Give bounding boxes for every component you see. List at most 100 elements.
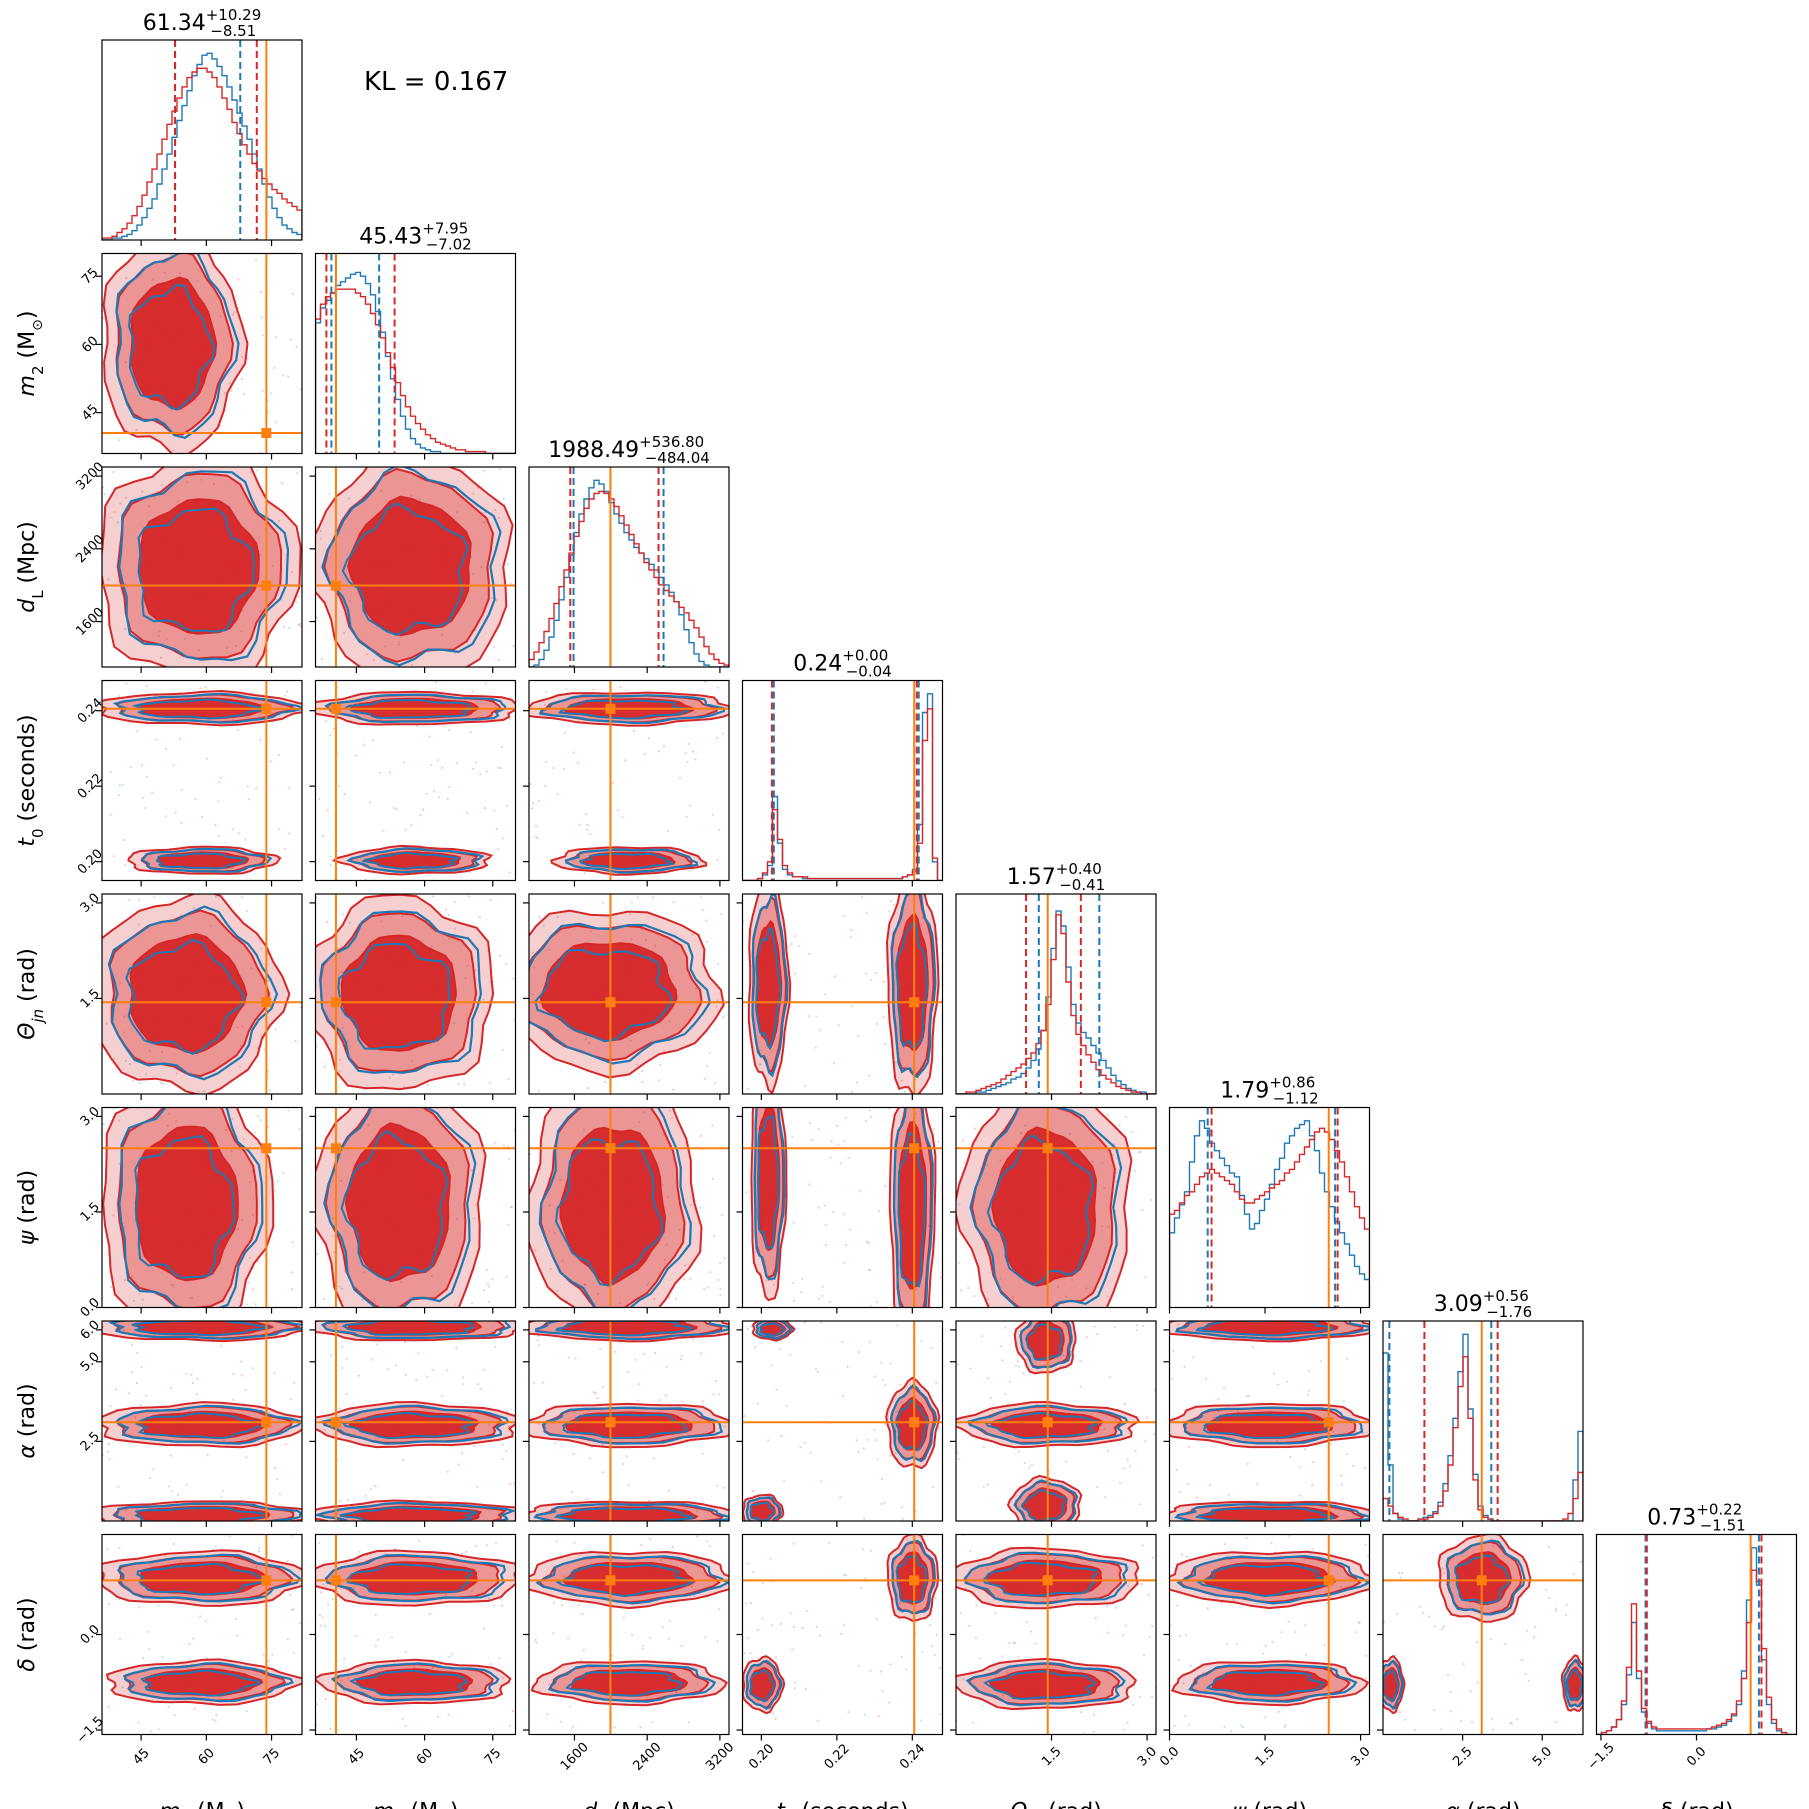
sample-point xyxy=(613,1726,616,1729)
sample-point xyxy=(1492,1544,1495,1547)
sample-point xyxy=(251,1213,254,1216)
sample-point xyxy=(792,1281,795,1284)
sample-point xyxy=(215,1713,218,1716)
sample-point xyxy=(589,1457,592,1460)
sample-point xyxy=(1006,1671,1009,1674)
sample-point xyxy=(123,839,126,842)
sample-point xyxy=(106,1548,109,1551)
y-tick-label: 0.0 xyxy=(78,1295,103,1320)
sample-point xyxy=(492,1604,495,1607)
contour-blue-inner xyxy=(1565,1668,1583,1701)
sample-point xyxy=(1491,1718,1494,1721)
sample-point xyxy=(140,1366,143,1369)
sample-point xyxy=(343,792,346,796)
sample-point xyxy=(349,1045,352,1048)
sample-point xyxy=(501,1443,504,1446)
sample-point xyxy=(1475,1641,1479,1644)
sample-point xyxy=(124,496,127,499)
sample-point xyxy=(1304,1624,1307,1627)
sample-point xyxy=(329,855,332,858)
sample-point xyxy=(691,933,694,936)
sample-point xyxy=(580,1659,584,1662)
panel-content xyxy=(742,1107,943,1308)
sample-point xyxy=(821,1285,824,1288)
sample-point xyxy=(531,993,534,996)
sample-point xyxy=(1289,1455,1292,1458)
sample-point xyxy=(1122,1634,1125,1637)
sample-point xyxy=(371,1358,374,1361)
y-tick-label: 60 xyxy=(79,334,101,356)
sample-point xyxy=(716,1640,719,1643)
sample-point xyxy=(324,1697,327,1701)
sample-point xyxy=(165,637,168,640)
sample-point xyxy=(689,1277,692,1280)
sample-point xyxy=(341,1287,344,1290)
marginal-title: 61.34+10.29 −8.51 xyxy=(143,6,262,40)
sample-point xyxy=(102,1122,105,1125)
sample-point xyxy=(898,1383,902,1386)
contour-blue-inner xyxy=(1025,1322,1063,1361)
sample-point xyxy=(898,1601,902,1604)
sample-point xyxy=(531,807,534,810)
sample-point xyxy=(1227,1494,1230,1497)
sample-point xyxy=(416,724,419,728)
contour-blue-outer xyxy=(889,1383,938,1463)
sample-point xyxy=(290,1608,293,1611)
sample-point xyxy=(687,1721,690,1724)
histogram-red xyxy=(1169,1127,1370,1308)
contour-blue-outer xyxy=(745,1659,783,1710)
sample-point xyxy=(273,366,276,369)
sample-point xyxy=(133,1299,136,1302)
sample-point xyxy=(1340,1474,1343,1477)
sample-point xyxy=(1294,1631,1297,1634)
sample-point xyxy=(1126,1721,1129,1724)
diag-panel-t0: 0.24+0.00 −0.04 xyxy=(741,647,944,887)
sample-point xyxy=(295,345,298,349)
sample-point xyxy=(596,1292,600,1295)
marginal-title: 1.79+0.86 −1.12 xyxy=(1220,1074,1318,1108)
panel-content xyxy=(742,894,943,1094)
sample-point xyxy=(532,801,535,805)
sample-point xyxy=(1069,1132,1072,1135)
sample-point xyxy=(199,1615,202,1618)
sample-point xyxy=(1177,1323,1180,1326)
sample-point xyxy=(175,1119,178,1123)
sample-point xyxy=(803,1084,807,1087)
sample-point xyxy=(140,764,144,767)
sample-point xyxy=(694,987,697,990)
sample-point xyxy=(107,1442,110,1446)
sample-point xyxy=(1298,1466,1301,1469)
sample-point xyxy=(235,1617,238,1621)
sample-point xyxy=(857,1351,860,1354)
sample-point xyxy=(1093,1730,1096,1733)
contour-blue-inner xyxy=(1194,1507,1336,1521)
sample-point xyxy=(931,1486,934,1489)
contour-blue-outer xyxy=(115,253,240,439)
sample-point xyxy=(709,1271,712,1274)
sample-point xyxy=(256,1046,259,1050)
sample-point xyxy=(568,1356,571,1359)
sample-point xyxy=(446,797,449,801)
contour-blue-outer xyxy=(319,910,483,1074)
sample-point xyxy=(535,825,538,828)
sample-point xyxy=(1187,1482,1190,1485)
sample-point xyxy=(817,1297,820,1300)
sample-point xyxy=(592,1391,595,1394)
diag-panel-alpha: 3.09+0.56 −1.76 xyxy=(1382,1287,1584,1527)
sample-point xyxy=(1414,1728,1417,1732)
sample-point xyxy=(246,784,249,788)
truth-marker xyxy=(605,997,616,1008)
sample-point xyxy=(1311,1484,1314,1487)
sample-point xyxy=(259,1119,262,1122)
sample-point xyxy=(1319,1360,1323,1363)
sample-point xyxy=(267,1660,270,1663)
sample-point xyxy=(176,1493,180,1496)
sample-point xyxy=(578,1604,581,1607)
sample-point xyxy=(761,1582,765,1585)
sample-point xyxy=(326,808,329,811)
sample-point xyxy=(435,681,438,684)
sample-point xyxy=(393,807,396,810)
y-tick-label: 45 xyxy=(79,402,101,424)
sample-point xyxy=(255,1565,258,1568)
